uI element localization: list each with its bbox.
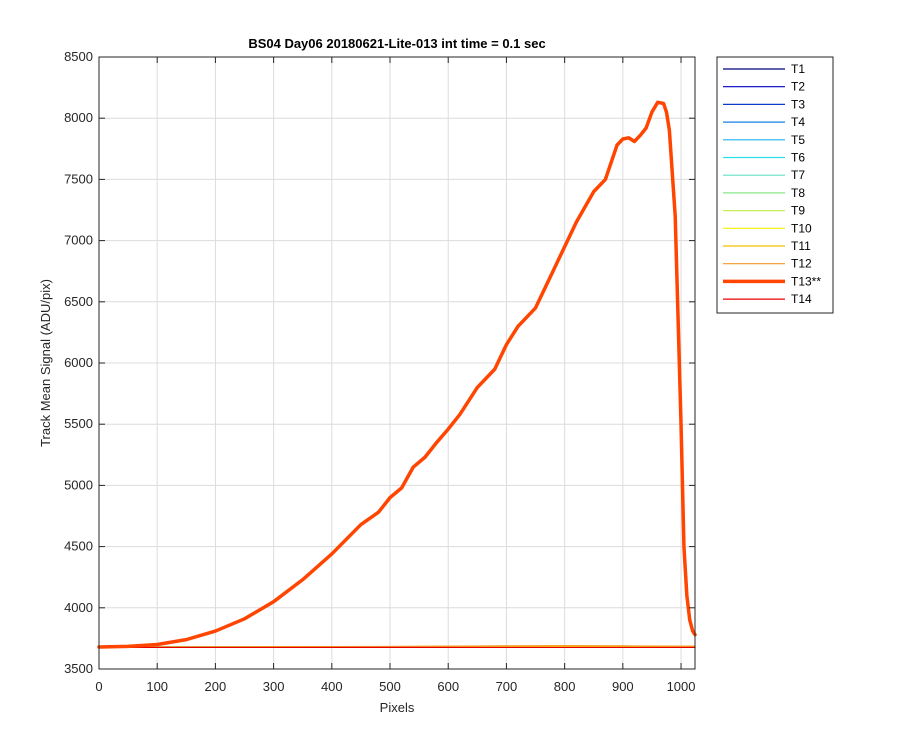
- x-tick-label: 700: [496, 679, 518, 694]
- legend-label: T13**: [791, 274, 821, 288]
- legend-label: T4: [791, 115, 805, 129]
- x-tick-label: 1000: [667, 679, 696, 694]
- x-tick-label: 200: [205, 679, 227, 694]
- x-tick-label: 400: [321, 679, 343, 694]
- legend-entry: T4: [723, 115, 805, 129]
- x-tick-label: 800: [554, 679, 576, 694]
- legend-label: T6: [791, 151, 805, 165]
- x-tick-label: 500: [379, 679, 401, 694]
- x-tick-label: 600: [437, 679, 459, 694]
- y-tick-label: 6500: [64, 294, 93, 309]
- chart-title: BS04 Day06 20180621-Lite-013 int time = …: [248, 36, 545, 51]
- y-tick-label: 8500: [64, 49, 93, 64]
- legend-box: [716, 56, 834, 314]
- y-tick-label: 3500: [64, 661, 93, 676]
- legend-label: T2: [791, 80, 805, 94]
- legend-entry: T14: [723, 292, 812, 306]
- legend-label: T5: [791, 133, 805, 147]
- legend-label: T1: [791, 62, 805, 76]
- x-tick-label: 900: [612, 679, 634, 694]
- y-axis-title: Track Mean Signal (ADU/pix): [38, 279, 53, 447]
- x-tick-label: 0: [95, 679, 102, 694]
- y-tick-label: 4000: [64, 600, 93, 615]
- legend-label: T7: [791, 168, 805, 182]
- legend-entry: T5: [723, 133, 805, 147]
- legend-entry: T8: [723, 186, 805, 200]
- x-axis-title: Pixels: [380, 700, 415, 715]
- y-tick-label: 7000: [64, 233, 93, 248]
- series-line-t12: [98, 645, 696, 648]
- legend-entry: T3: [723, 97, 805, 111]
- y-tick-label: 5500: [64, 416, 93, 431]
- y-tick-label: 6000: [64, 355, 93, 370]
- legend-entry: T1: [723, 62, 805, 76]
- legend-entry: T12: [723, 257, 812, 271]
- legend-label: T12: [791, 257, 812, 271]
- series-line-t13: [97, 100, 697, 649]
- legend: T1 T2 T3 T4 T5 T6 T7 T8 T9 T10 T11 T12 T13** T14: [716, 56, 834, 314]
- legend-entry: T6: [723, 151, 805, 165]
- legend-label: T11: [791, 239, 811, 253]
- series-lines: [97, 100, 697, 649]
- legend-entry: T10: [723, 221, 812, 235]
- legend-label: T3: [791, 97, 805, 111]
- legend-label: T8: [791, 186, 805, 200]
- y-tick-label: 8000: [64, 110, 93, 125]
- legend-entry: T9: [723, 204, 805, 218]
- y-tick-label: 5000: [64, 477, 93, 492]
- legend-entries: T1 T2 T3 T4 T5 T6 T7 T8 T9 T10 T11 T12 T13** T14: [723, 62, 821, 306]
- legend-entry: T2: [723, 80, 805, 94]
- x-tick-label: 300: [263, 679, 285, 694]
- y-tick-label: 7500: [64, 171, 93, 186]
- legend-label: T10: [791, 221, 812, 235]
- legend-entry: T11: [723, 239, 811, 253]
- axis-ticks: 0 100 200 300 400 500 600 700 800 900 1000 3500 4000…: [64, 49, 695, 694]
- y-tick-label: 4500: [64, 539, 93, 554]
- x-tick-label: 100: [146, 679, 168, 694]
- legend-label: T14: [791, 292, 812, 306]
- legend-entry: T13**: [723, 274, 821, 288]
- legend-label: T9: [791, 204, 805, 218]
- legend-entry: T7: [723, 168, 805, 182]
